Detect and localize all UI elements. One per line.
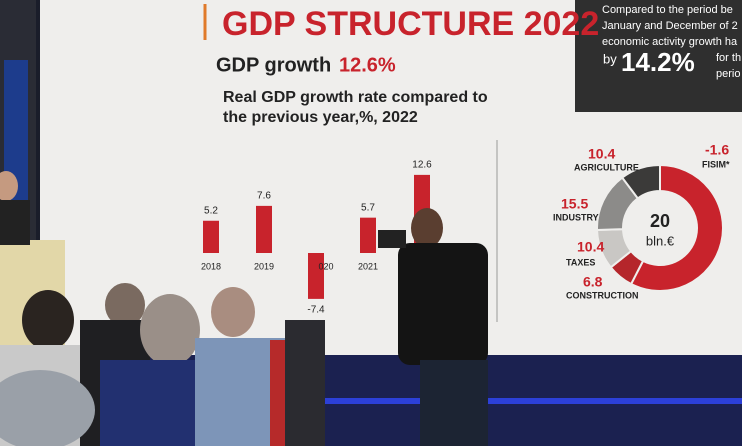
- slice-value: 10.4: [577, 239, 604, 255]
- person: [105, 283, 145, 327]
- stage-light: [310, 398, 742, 404]
- side-note: January and December of 2: [602, 20, 738, 32]
- subtitle: Real GDP growth rate compared to: [223, 89, 488, 106]
- slice-value: 15.5: [561, 196, 588, 212]
- center-value: 20: [650, 211, 670, 231]
- annotation-value: -1.6: [705, 142, 729, 158]
- slice-value: 10.4: [588, 146, 615, 162]
- bar: [203, 220, 219, 253]
- side-note: Compared to the period be: [602, 4, 733, 16]
- value-label: 5.7: [361, 202, 375, 213]
- speaker: [0, 200, 30, 245]
- growth-label: GDP growth: [216, 54, 331, 76]
- x-tick-label: 2021: [358, 261, 378, 271]
- slice-label: AGRICULTURE: [574, 162, 639, 172]
- center-unit: bln.€: [646, 233, 675, 248]
- pie-slice: [620, 163, 661, 200]
- side-note-value: 14.2%: [621, 47, 695, 77]
- bar: [308, 253, 324, 299]
- value-label: 12.6: [412, 160, 432, 171]
- x-tick-label: 020: [318, 261, 333, 271]
- pie-slice: [629, 163, 724, 292]
- person: [0, 370, 95, 446]
- side-note: for th: [716, 52, 741, 64]
- slice-label: TAXES: [566, 257, 595, 267]
- subtitle: the previous year,%, 2022: [223, 109, 418, 126]
- audience: [0, 171, 488, 446]
- value-label: -7.4: [307, 305, 325, 316]
- value-label: 7.6: [257, 191, 271, 202]
- slice-label: INDUSTRY: [553, 212, 599, 222]
- slice-value: 6.8: [583, 274, 603, 290]
- person: [140, 294, 200, 366]
- photographer: [411, 208, 443, 248]
- bar: [360, 217, 376, 253]
- annotation-label: FISIM*: [702, 159, 730, 169]
- slice-label: CONSTRUCTION: [566, 290, 639, 300]
- camera: [378, 230, 406, 248]
- person: [211, 287, 255, 337]
- side-note: perio: [716, 68, 740, 80]
- photographer: [420, 360, 488, 446]
- slide-title: GDP STRUCTURE 2022: [222, 5, 599, 43]
- photographer: [398, 243, 488, 365]
- bar: [256, 205, 272, 253]
- growth-value: 12.6%: [339, 54, 396, 76]
- speaker: [0, 171, 18, 201]
- side-note: economic activity growth ha: [602, 36, 738, 48]
- side-note: by: [603, 51, 617, 66]
- charts: 5.2 2018 7.6 2019 -7.4 020 5.7 2021 12.6 6.8CONST…: [201, 142, 730, 316]
- side-panel: [575, 0, 742, 112]
- value-label: 5.2: [204, 205, 218, 216]
- person: [22, 290, 74, 350]
- x-tick-label: 2018: [201, 261, 221, 271]
- person: [285, 320, 325, 446]
- x-tick-label: 2019: [254, 261, 274, 271]
